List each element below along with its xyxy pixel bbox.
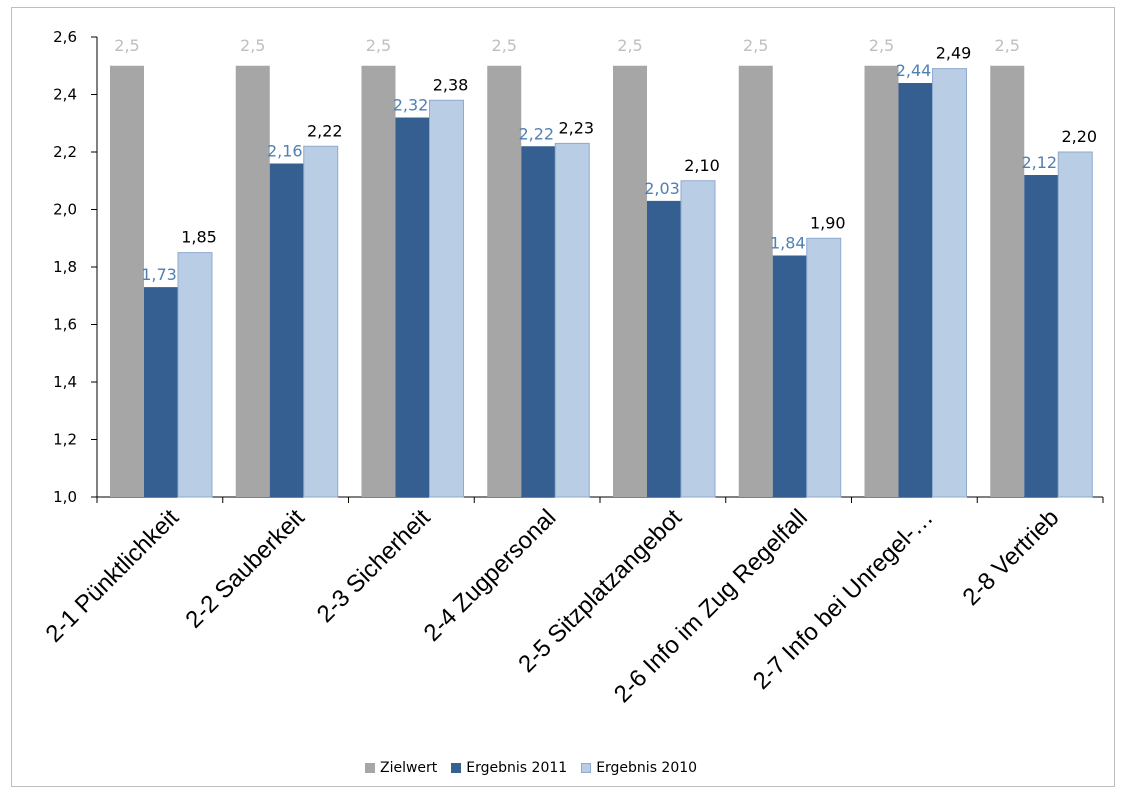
data-label: 2,5 xyxy=(492,36,517,55)
bar-zielwert xyxy=(738,65,773,497)
data-label: 2,5 xyxy=(617,36,642,55)
data-label: 1,90 xyxy=(810,213,846,232)
bar-zielwert xyxy=(487,65,522,497)
legend-item-ergebnis-2010: Ergebnis 2010 xyxy=(581,760,697,776)
data-label: 2,5 xyxy=(366,36,391,55)
data-label: 2,23 xyxy=(558,118,594,137)
data-label: 2,22 xyxy=(307,121,343,140)
data-label: 1,73 xyxy=(141,265,177,284)
bar-ergebnis-2011 xyxy=(1024,175,1059,497)
data-label: 2,5 xyxy=(869,36,894,55)
bar-ergebnis-2010 xyxy=(554,142,590,498)
bar-zielwert xyxy=(613,65,647,497)
data-label: 2,5 xyxy=(995,36,1020,55)
bar-zielwert xyxy=(361,65,396,497)
category-label: 2-8 Vertrieb xyxy=(958,504,1065,611)
bar-zielwert xyxy=(110,65,144,497)
bar-ergebnis-2010 xyxy=(932,68,967,498)
bar-ergebnis-2011 xyxy=(772,255,807,497)
data-label: 2,12 xyxy=(1021,153,1057,172)
bar-ergebnis-2010 xyxy=(806,237,842,498)
legend-swatch-ergebnis-2010 xyxy=(581,763,592,773)
legend: Zielwert Ergebnis 2011 Ergebnis 2010 xyxy=(365,760,711,776)
bar-ergebnis-2011 xyxy=(144,287,178,497)
data-label: 2,49 xyxy=(936,44,972,63)
data-label: 2,20 xyxy=(1061,127,1097,146)
y-tick-label: 2,6 xyxy=(53,28,77,46)
bar-ergebnis-2010 xyxy=(1057,151,1093,498)
legend-label-ergebnis-2010: Ergebnis 2010 xyxy=(596,760,698,776)
data-label: 2,5 xyxy=(743,36,768,55)
data-label: 2,16 xyxy=(267,142,303,161)
bar-ergebnis-2010 xyxy=(303,145,339,498)
bar-zielwert xyxy=(864,65,899,497)
y-tick-label: 1,4 xyxy=(53,373,77,391)
data-label: 2,32 xyxy=(393,96,429,115)
data-label: 1,84 xyxy=(770,234,806,253)
data-label: 2,03 xyxy=(644,179,680,198)
bar-zielwert xyxy=(235,65,270,497)
bar-ergebnis-2010 xyxy=(680,180,716,498)
data-label: 2,10 xyxy=(684,156,720,175)
bar-zielwert xyxy=(990,65,1025,497)
data-label: 2,5 xyxy=(240,36,265,55)
y-tick-label: 1,8 xyxy=(53,258,77,276)
legend-swatch-ergebnis-2011 xyxy=(451,763,462,773)
data-label: 2,44 xyxy=(896,61,932,80)
legend-swatch-zielwert xyxy=(365,763,375,773)
category-label: 2-1 Pünktlichkeit xyxy=(41,504,185,648)
y-tick-label: 1,6 xyxy=(53,316,77,334)
bar-ergebnis-2010 xyxy=(429,99,464,498)
bar-ergebnis-2011 xyxy=(521,146,556,497)
bar-ergebnis-2011 xyxy=(898,83,933,497)
y-tick-label: 2,4 xyxy=(53,86,77,104)
bar-ergebnis-2011 xyxy=(395,117,430,497)
legend-item-ergebnis-2011: Ergebnis 2011 xyxy=(451,760,567,776)
data-label: 2,38 xyxy=(433,75,469,94)
bar-ergebnis-2011 xyxy=(647,200,681,497)
bar-ergebnis-2010 xyxy=(177,252,213,498)
bar-ergebnis-2011 xyxy=(269,163,304,497)
data-label: 2,22 xyxy=(518,124,554,143)
legend-label-zielwert: Zielwert xyxy=(380,760,438,776)
y-tick-label: 1,2 xyxy=(53,431,77,449)
data-label: 2,5 xyxy=(114,36,139,55)
category-label: 2-2 Sauberkeit xyxy=(180,504,310,634)
category-label: 2-3 Sicherheit xyxy=(312,504,436,628)
data-label: 1,85 xyxy=(181,228,217,247)
chart-frame xyxy=(11,7,1115,787)
y-tick-label: 1,0 xyxy=(53,488,77,506)
legend-item-zielwert: Zielwert xyxy=(365,760,437,776)
category-label: 2-4 Zugpersonal xyxy=(419,504,562,647)
y-tick-label: 2,0 xyxy=(53,201,77,219)
legend-label-ergebnis-2011: Ergebnis 2011 xyxy=(466,760,568,776)
y-tick-label: 2,2 xyxy=(53,143,77,161)
